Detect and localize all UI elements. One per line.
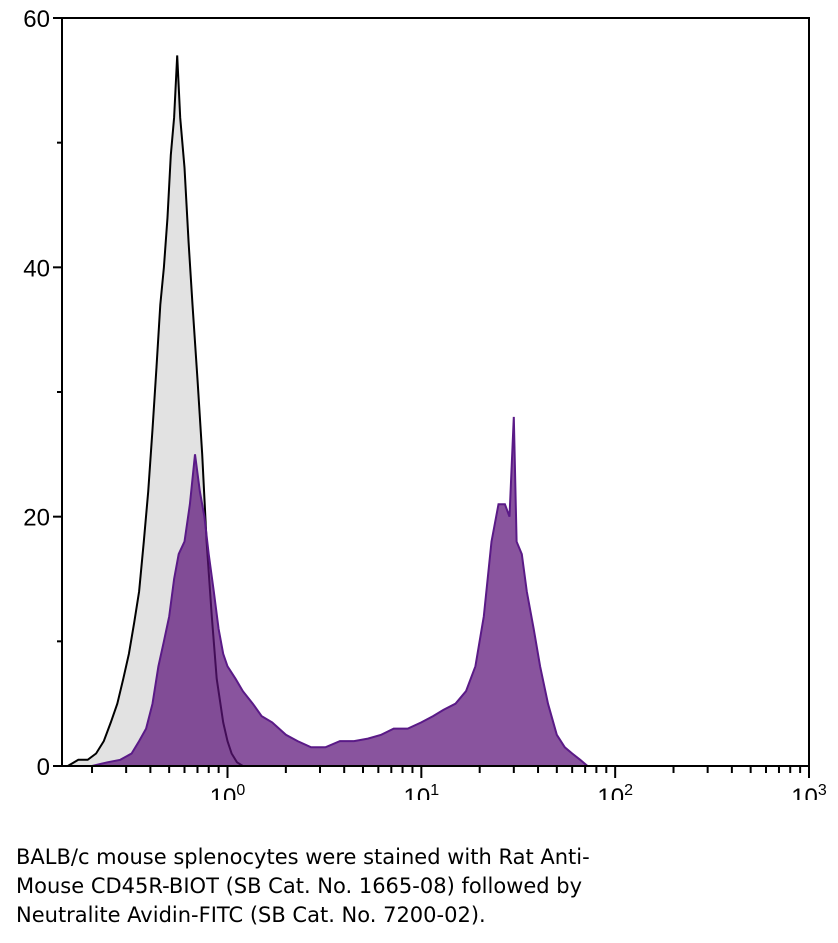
- figure-caption: BALB/c mouse splenocytes were stained wi…: [16, 843, 826, 930]
- x-tick-label: 100: [210, 782, 246, 800]
- y-tick-label: 20: [23, 505, 50, 532]
- histogram-fill-2: [92, 416, 588, 766]
- caption-line-2: Mouse CD45R-BIOT (SB Cat. No. 1665-08) f…: [16, 874, 583, 898]
- axis-layer: 0 20 40 60 100 101 102 103: [23, 6, 827, 800]
- caption-line-1: BALB/c mouse splenocytes were stained wi…: [16, 845, 590, 869]
- series-layer: [67, 55, 589, 767]
- y-tick-label: 40: [23, 255, 50, 282]
- y-tick-label: 60: [23, 6, 50, 33]
- y-tick-label: 0: [37, 754, 50, 781]
- x-tick-label: 101: [404, 782, 440, 800]
- histogram-chart: 0 20 40 60 100 101 102 103: [23, 6, 827, 800]
- x-tick-label: 103: [791, 782, 827, 800]
- x-tick-label: 102: [597, 782, 633, 800]
- caption-line-3: Neutralite Avidin-FITC (SB Cat. No. 7200…: [16, 903, 486, 927]
- histogram-outline-2: [91, 416, 589, 767]
